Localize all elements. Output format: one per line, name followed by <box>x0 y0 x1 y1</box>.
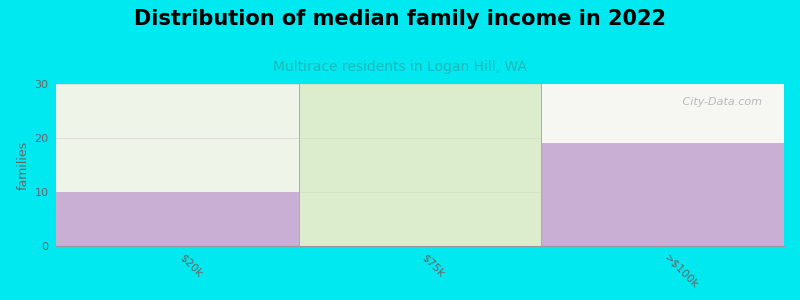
Bar <box>542 84 784 246</box>
Text: City-Data.com: City-Data.com <box>679 97 762 107</box>
Bar <box>56 192 298 246</box>
Bar <box>298 84 542 246</box>
Bar <box>542 143 784 246</box>
Text: Distribution of median family income in 2022: Distribution of median family income in … <box>134 9 666 29</box>
Y-axis label: families: families <box>17 140 30 190</box>
Bar <box>542 143 784 246</box>
Text: Multirace residents in Logan Hill, WA: Multirace residents in Logan Hill, WA <box>273 60 527 74</box>
